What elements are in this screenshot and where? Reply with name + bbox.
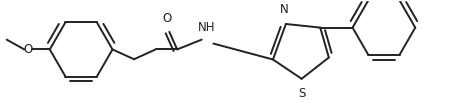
Text: O: O bbox=[24, 43, 33, 56]
Text: NH: NH bbox=[198, 21, 215, 34]
Text: N: N bbox=[279, 3, 288, 16]
Text: S: S bbox=[298, 87, 306, 100]
Text: O: O bbox=[163, 12, 172, 25]
